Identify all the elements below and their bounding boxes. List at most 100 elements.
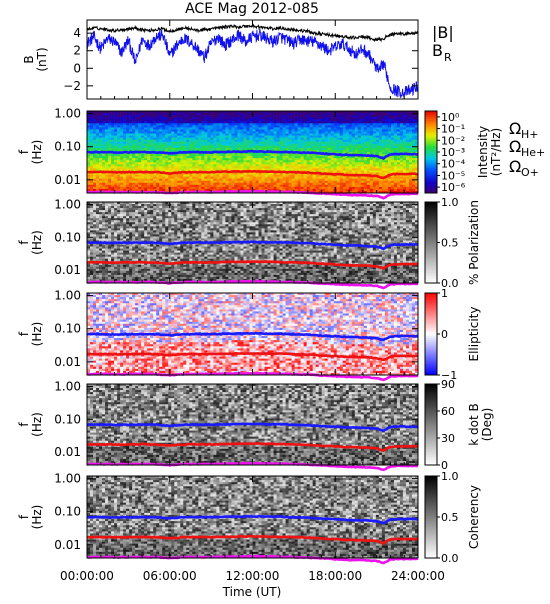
heatmap-cell <box>237 138 240 140</box>
heatmap-cell <box>204 142 207 144</box>
heatmap-cell <box>108 132 111 134</box>
heatmap-cell <box>99 129 102 131</box>
heatmap-cell <box>243 181 246 183</box>
heatmap-cell <box>316 189 319 191</box>
heatmap-cell <box>204 181 207 183</box>
heatmap-cell <box>346 121 349 123</box>
heatmap-cell <box>352 160 355 162</box>
heatmap-cell <box>111 253 114 255</box>
heatmap-cell <box>394 113 397 115</box>
heatmap-cell <box>277 132 280 134</box>
heatmap-cell <box>96 277 99 279</box>
heatmap-cell <box>367 183 370 185</box>
heatmap-cell <box>340 123 343 125</box>
heatmap-cell <box>171 129 174 131</box>
heatmap-cell <box>159 115 162 117</box>
heatmap-cell <box>367 144 370 146</box>
heatmap-cell <box>231 179 234 181</box>
heatmap-cell <box>174 123 177 125</box>
heatmap-cell <box>307 127 310 129</box>
heatmap-cell <box>117 249 120 251</box>
heatmap-cell <box>159 146 162 148</box>
heatmap-cell <box>108 273 111 275</box>
heatmap-cell <box>337 160 340 162</box>
heatmap-cell <box>301 154 304 156</box>
heatmap-cell <box>135 136 138 138</box>
heatmap-cell <box>156 140 159 142</box>
heatmap-cell <box>328 125 331 127</box>
heatmap-cell <box>153 132 156 134</box>
heatmap-cell <box>319 150 322 152</box>
heatmap-cell <box>349 187 352 189</box>
heatmap-cell <box>240 136 243 138</box>
heatmap-cell <box>129 166 132 168</box>
heatmap-cell <box>289 154 292 156</box>
heatmap-cell <box>234 179 237 181</box>
heatmap-cell <box>93 212 96 214</box>
heatmap-cell <box>268 164 271 166</box>
heatmap-cell <box>286 177 289 179</box>
heatmap-cell <box>93 113 96 115</box>
heatmap-cell <box>237 158 240 160</box>
heatmap-cell <box>358 177 361 179</box>
heatmap-cell <box>310 136 313 138</box>
heatmap-cell <box>117 132 120 134</box>
heatmap-cell <box>144 156 147 158</box>
heatmap-cell <box>144 134 147 136</box>
heatmap-cell <box>189 166 192 168</box>
heatmap-cell <box>295 127 298 129</box>
heatmap-cell <box>307 183 310 185</box>
heatmap-cell <box>373 158 376 160</box>
heatmap-cell <box>337 123 340 125</box>
heatmap-cell <box>219 175 222 177</box>
heatmap-cell <box>90 245 93 247</box>
heatmap-cell <box>292 177 295 179</box>
heatmap-cell <box>117 259 120 261</box>
heatmap-cell <box>138 115 141 117</box>
heatmap-cell <box>126 142 129 144</box>
heatmap-cell <box>237 119 240 121</box>
heatmap-cell <box>198 181 201 183</box>
heatmap-cell <box>177 127 180 129</box>
heatmap-cell <box>195 187 198 189</box>
heatmap-cell <box>210 142 213 144</box>
spectral-panel-intensity: 1.000.100.01f(Hz)10⁰10⁻¹10⁻²10⁻³10⁻⁴10⁻⁵… <box>17 107 503 199</box>
heatmap-cell <box>96 238 99 240</box>
heatmap-cell <box>210 168 213 170</box>
heatmap-cell <box>138 162 141 164</box>
heatmap-cell <box>249 138 252 140</box>
heatmap-cell <box>268 187 271 189</box>
heatmap-cell <box>280 181 283 183</box>
heatmap-cell <box>114 275 117 277</box>
heatmap-cell <box>343 179 346 181</box>
heatmap-cell <box>147 154 150 156</box>
heatmap-cell <box>90 162 93 164</box>
heatmap-cell <box>102 267 105 269</box>
heatmap-cell <box>102 226 105 228</box>
heatmap-cell <box>120 146 123 148</box>
heatmap-cell <box>322 183 325 185</box>
heatmap-cell <box>397 189 400 191</box>
heatmap-cell <box>216 179 219 181</box>
heatmap-cell <box>274 156 277 158</box>
heatmap-cell <box>135 166 138 168</box>
heatmap-cell <box>123 125 126 127</box>
heatmap-cell <box>346 127 349 129</box>
heatmap-cell <box>412 162 415 164</box>
heatmap-cell <box>231 117 234 119</box>
heatmap-cell <box>96 224 99 226</box>
heatmap-cell <box>144 154 147 156</box>
heatmap-cell <box>391 125 394 127</box>
heatmap-cell <box>259 140 262 142</box>
heatmap-cell <box>243 136 246 138</box>
heatmap-cell <box>237 146 240 148</box>
heatmap-cell <box>274 123 277 125</box>
heatmap-cell <box>141 132 144 134</box>
heatmap-cell <box>246 154 249 156</box>
heatmap-cell <box>274 154 277 156</box>
heatmap-cell <box>123 129 126 131</box>
heatmap-cell <box>153 144 156 146</box>
heatmap-cell <box>204 138 207 140</box>
heatmap-cell <box>328 129 331 131</box>
heatmap-cell <box>177 113 180 115</box>
